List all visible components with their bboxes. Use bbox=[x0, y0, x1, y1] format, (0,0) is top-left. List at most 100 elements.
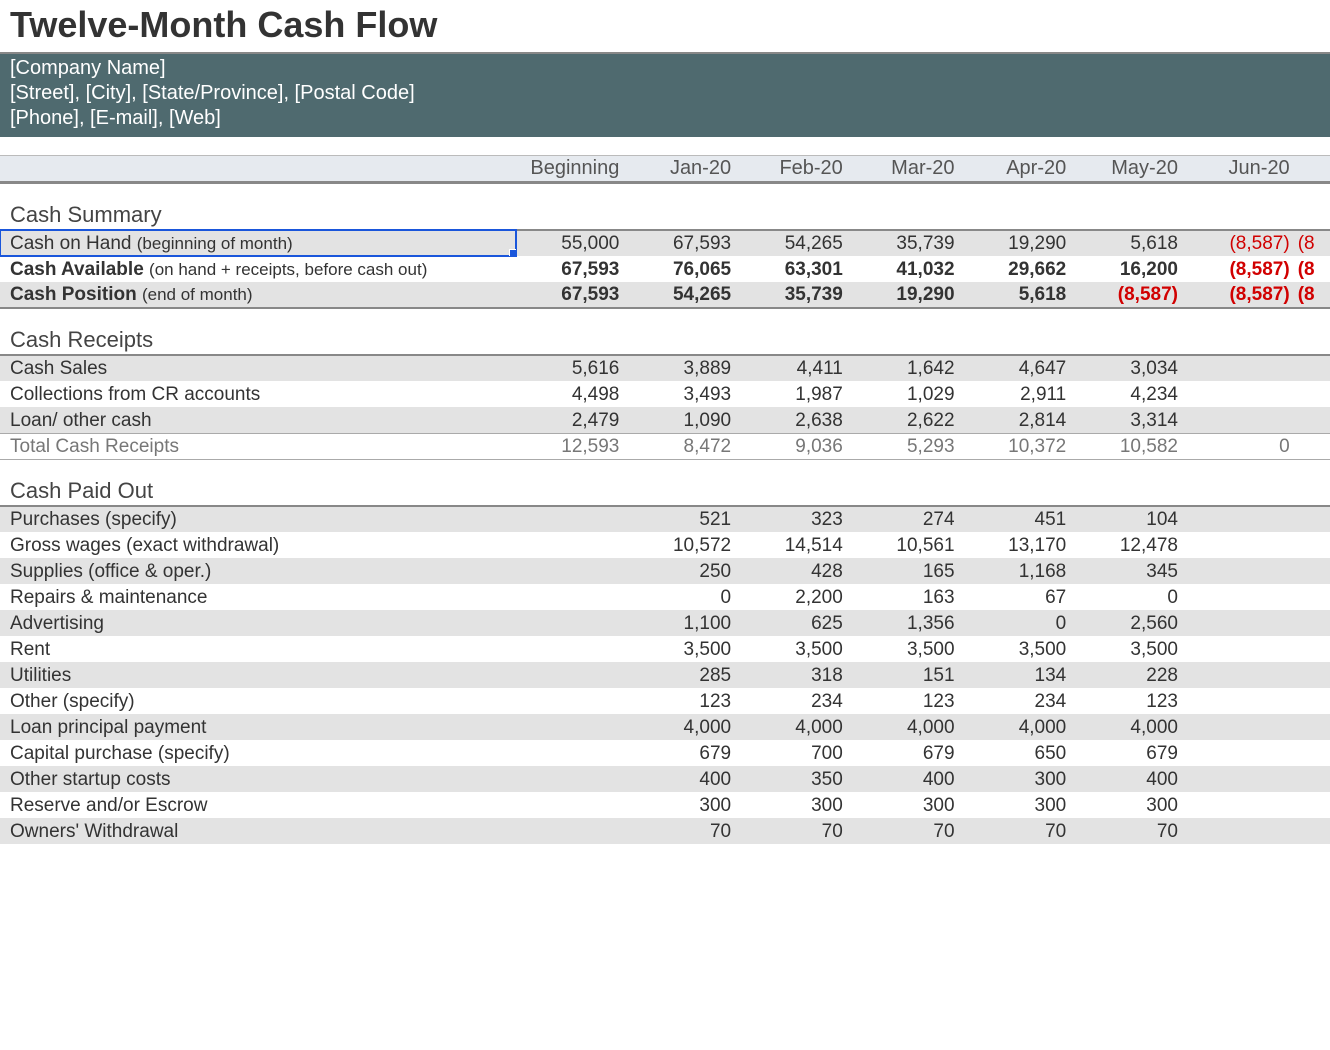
data-cell[interactable]: 70 bbox=[739, 818, 851, 844]
data-cell[interactable]: 10,582 bbox=[1074, 433, 1186, 459]
data-cell[interactable]: 12,478 bbox=[1074, 532, 1186, 558]
data-cell[interactable] bbox=[516, 636, 628, 662]
data-cell[interactable]: 700 bbox=[739, 740, 851, 766]
data-cell[interactable]: 3,500 bbox=[739, 636, 851, 662]
data-cell[interactable]: 123 bbox=[851, 688, 963, 714]
data-cell[interactable]: 70 bbox=[627, 818, 739, 844]
data-cell[interactable]: 1,987 bbox=[739, 381, 851, 407]
data-cell[interactable] bbox=[1186, 381, 1298, 407]
data-cell[interactable] bbox=[1186, 818, 1298, 844]
data-cell[interactable]: 0 bbox=[1186, 433, 1298, 459]
data-cell[interactable] bbox=[1186, 792, 1298, 818]
data-cell[interactable]: (8,587) bbox=[1186, 256, 1298, 282]
row-label[interactable]: Cash on Hand (beginning of month) bbox=[0, 230, 516, 256]
data-cell[interactable]: 54,265 bbox=[627, 282, 739, 308]
data-cell[interactable]: 300 bbox=[1074, 792, 1186, 818]
data-cell[interactable] bbox=[1186, 407, 1298, 433]
data-cell[interactable]: (8,587) bbox=[1074, 282, 1186, 308]
data-cell[interactable] bbox=[516, 506, 628, 532]
data-cell[interactable]: 521 bbox=[627, 506, 739, 532]
data-cell[interactable]: 250 bbox=[627, 558, 739, 584]
data-cell[interactable]: 123 bbox=[627, 688, 739, 714]
data-cell[interactable]: 679 bbox=[1074, 740, 1186, 766]
row-label[interactable]: Collections from CR accounts bbox=[0, 381, 516, 407]
data-cell[interactable]: 3,500 bbox=[1074, 636, 1186, 662]
data-cell[interactable]: 451 bbox=[963, 506, 1075, 532]
data-cell[interactable]: 5,293 bbox=[851, 433, 963, 459]
data-cell[interactable]: 10,572 bbox=[627, 532, 739, 558]
row-label[interactable]: Repairs & maintenance bbox=[0, 584, 516, 610]
data-cell[interactable]: 3,034 bbox=[1074, 355, 1186, 381]
data-cell[interactable]: 29,662 bbox=[963, 256, 1075, 282]
col-mar[interactable]: Mar-20 bbox=[851, 156, 963, 183]
data-cell[interactable]: 8,472 bbox=[627, 433, 739, 459]
data-cell[interactable]: 3,500 bbox=[963, 636, 1075, 662]
data-cell[interactable]: 4,411 bbox=[739, 355, 851, 381]
data-cell[interactable] bbox=[1186, 688, 1298, 714]
data-cell[interactable]: 3,500 bbox=[851, 636, 963, 662]
col-jan[interactable]: Jan-20 bbox=[627, 156, 739, 183]
row-label[interactable]: Cash Available (on hand + receipts, befo… bbox=[0, 256, 516, 282]
data-cell[interactable]: 35,739 bbox=[851, 230, 963, 256]
row-label[interactable]: Reserve and/or Escrow bbox=[0, 792, 516, 818]
data-cell[interactable]: 234 bbox=[739, 688, 851, 714]
data-cell[interactable]: 3,500 bbox=[627, 636, 739, 662]
data-cell[interactable] bbox=[516, 818, 628, 844]
data-cell[interactable]: 12,593 bbox=[516, 433, 628, 459]
data-cell[interactable]: 10,372 bbox=[963, 433, 1075, 459]
data-cell[interactable]: 2,911 bbox=[963, 381, 1075, 407]
data-cell[interactable]: 70 bbox=[851, 818, 963, 844]
data-cell[interactable]: 2,479 bbox=[516, 407, 628, 433]
data-cell[interactable]: 2,638 bbox=[739, 407, 851, 433]
data-cell[interactable]: 4,234 bbox=[1074, 381, 1186, 407]
data-cell[interactable]: 2,622 bbox=[851, 407, 963, 433]
row-label[interactable]: Purchases (specify) bbox=[0, 506, 516, 532]
data-cell[interactable]: 345 bbox=[1074, 558, 1186, 584]
row-label[interactable]: Gross wages (exact withdrawal) bbox=[0, 532, 516, 558]
data-cell[interactable]: 163 bbox=[851, 584, 963, 610]
data-cell[interactable]: 1,100 bbox=[627, 610, 739, 636]
data-cell[interactable]: 323 bbox=[739, 506, 851, 532]
data-cell[interactable]: 0 bbox=[627, 584, 739, 610]
data-cell[interactable]: 1,642 bbox=[851, 355, 963, 381]
data-cell[interactable]: 9,036 bbox=[739, 433, 851, 459]
col-may[interactable]: May-20 bbox=[1074, 156, 1186, 183]
col-apr[interactable]: Apr-20 bbox=[963, 156, 1075, 183]
data-cell[interactable] bbox=[516, 766, 628, 792]
data-cell[interactable]: 70 bbox=[963, 818, 1075, 844]
data-cell[interactable]: 14,514 bbox=[739, 532, 851, 558]
data-cell[interactable]: 679 bbox=[851, 740, 963, 766]
data-cell[interactable]: 3,493 bbox=[627, 381, 739, 407]
data-cell[interactable] bbox=[1186, 636, 1298, 662]
data-cell[interactable]: 2,814 bbox=[963, 407, 1075, 433]
data-cell[interactable]: 300 bbox=[963, 766, 1075, 792]
data-cell[interactable]: 400 bbox=[627, 766, 739, 792]
data-cell[interactable] bbox=[516, 688, 628, 714]
data-cell[interactable]: 679 bbox=[627, 740, 739, 766]
col-jun[interactable]: Jun-20 bbox=[1186, 156, 1298, 183]
data-cell[interactable] bbox=[1186, 558, 1298, 584]
data-cell[interactable]: 3,314 bbox=[1074, 407, 1186, 433]
data-cell[interactable]: 428 bbox=[739, 558, 851, 584]
data-cell[interactable]: 228 bbox=[1074, 662, 1186, 688]
data-cell[interactable]: 300 bbox=[851, 792, 963, 818]
data-cell[interactable]: 4,000 bbox=[627, 714, 739, 740]
data-cell[interactable]: 54,265 bbox=[739, 230, 851, 256]
row-label[interactable]: Total Cash Receipts bbox=[0, 433, 516, 459]
data-cell[interactable]: 67 bbox=[963, 584, 1075, 610]
data-cell[interactable]: 4,000 bbox=[1074, 714, 1186, 740]
row-label[interactable]: Advertising bbox=[0, 610, 516, 636]
data-cell[interactable] bbox=[516, 610, 628, 636]
data-cell[interactable]: 625 bbox=[739, 610, 851, 636]
data-cell[interactable]: 4,498 bbox=[516, 381, 628, 407]
data-cell[interactable]: 134 bbox=[963, 662, 1075, 688]
row-label[interactable]: Cash Position (end of month) bbox=[0, 282, 516, 308]
col-feb[interactable]: Feb-20 bbox=[739, 156, 851, 183]
data-cell[interactable]: 318 bbox=[739, 662, 851, 688]
row-label[interactable]: Owners' Withdrawal bbox=[0, 818, 516, 844]
data-cell[interactable]: 5,618 bbox=[963, 282, 1075, 308]
data-cell[interactable]: 1,356 bbox=[851, 610, 963, 636]
data-cell[interactable] bbox=[1186, 506, 1298, 532]
data-cell[interactable]: 1,090 bbox=[627, 407, 739, 433]
data-cell[interactable]: 274 bbox=[851, 506, 963, 532]
